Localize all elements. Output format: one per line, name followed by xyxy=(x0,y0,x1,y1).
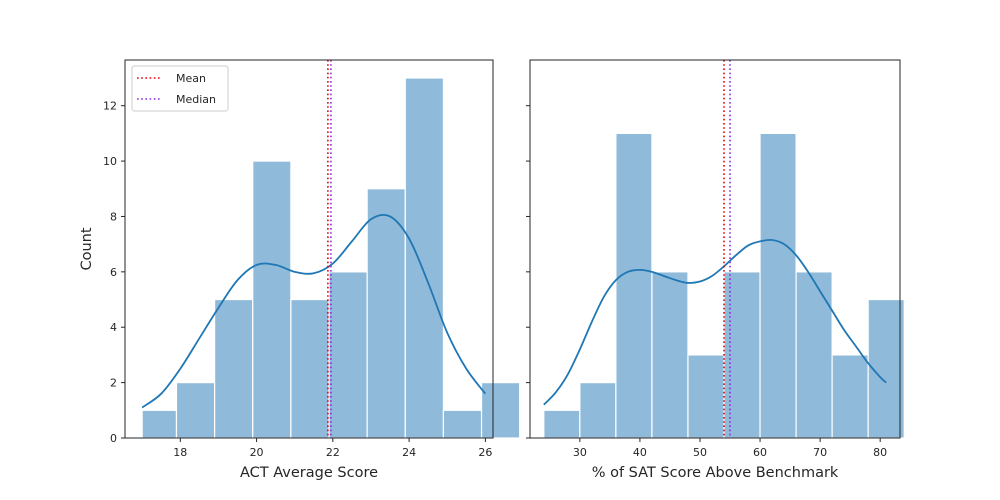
x-tick-label: 40 xyxy=(633,446,647,459)
y-tick-label: 10 xyxy=(103,155,117,168)
histogram-bar xyxy=(175,382,216,439)
y-tick-label: 12 xyxy=(103,100,117,113)
histogram-bars xyxy=(141,77,521,439)
y-tick-label: 8 xyxy=(110,210,117,223)
x-tick-label: 60 xyxy=(753,446,767,459)
x-axis-label: % of SAT Score Above Benchmark xyxy=(592,465,839,481)
histogram-bars xyxy=(543,132,905,439)
histogram-bar xyxy=(579,382,617,439)
legend-label-mean: Mean xyxy=(176,72,206,85)
histogram-bar xyxy=(543,409,581,439)
x-tick-label: 30 xyxy=(573,446,587,459)
x-tick-label: 24 xyxy=(402,446,416,459)
x-axis-label: ACT Average Score xyxy=(240,465,378,481)
y-tick-label: 4 xyxy=(110,321,117,334)
y-tick-label: 0 xyxy=(110,432,117,445)
x-tick-label: 20 xyxy=(250,446,264,459)
kde-curve xyxy=(543,238,887,406)
histogram-bar xyxy=(442,409,483,439)
legend-label-median: Median xyxy=(176,93,216,106)
y-tick-label: 6 xyxy=(110,266,117,279)
axes-frame xyxy=(529,59,901,439)
histogram-bar xyxy=(290,298,330,439)
kde-curve xyxy=(141,213,487,409)
x-tick-label: 70 xyxy=(813,446,827,459)
x-tick-label: 22 xyxy=(326,446,340,459)
y-axis-label: Count xyxy=(79,227,95,270)
legend-box xyxy=(131,65,229,112)
y-tick-label: 2 xyxy=(110,377,117,390)
histogram-bar xyxy=(651,271,689,439)
histogram-bar xyxy=(867,298,905,439)
histogram-bar xyxy=(252,160,292,439)
histogram-bar xyxy=(214,298,254,439)
histogram-bar xyxy=(141,409,178,439)
histogram-bar xyxy=(615,132,653,439)
x-tick-label: 50 xyxy=(693,446,707,459)
histogram-bar xyxy=(404,77,445,439)
histogram-bar xyxy=(480,382,521,439)
histogram-bar xyxy=(795,271,833,439)
chart-panel-2: 30 40 50 60 70 80 % of SAT Score Above Benchma… xyxy=(526,59,905,481)
histogram-bar xyxy=(831,354,869,439)
histogram-bar xyxy=(759,132,797,439)
x-tick-label: 80 xyxy=(873,446,887,459)
histogram-bar xyxy=(687,354,725,439)
x-tick-label: 26 xyxy=(478,446,492,459)
histogram-bar xyxy=(328,271,368,439)
legend: Mean Median xyxy=(131,65,229,112)
histogram-bar xyxy=(366,188,406,439)
axes-frame xyxy=(124,59,494,439)
x-tick-label: 18 xyxy=(173,446,187,459)
